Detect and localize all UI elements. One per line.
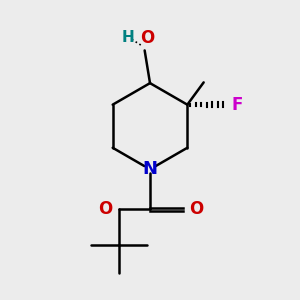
Text: O: O <box>189 200 203 218</box>
Text: N: N <box>142 160 158 178</box>
Text: H: H <box>122 30 135 45</box>
Text: O: O <box>140 29 154 47</box>
Text: O: O <box>99 200 113 218</box>
Text: F: F <box>231 96 243 114</box>
